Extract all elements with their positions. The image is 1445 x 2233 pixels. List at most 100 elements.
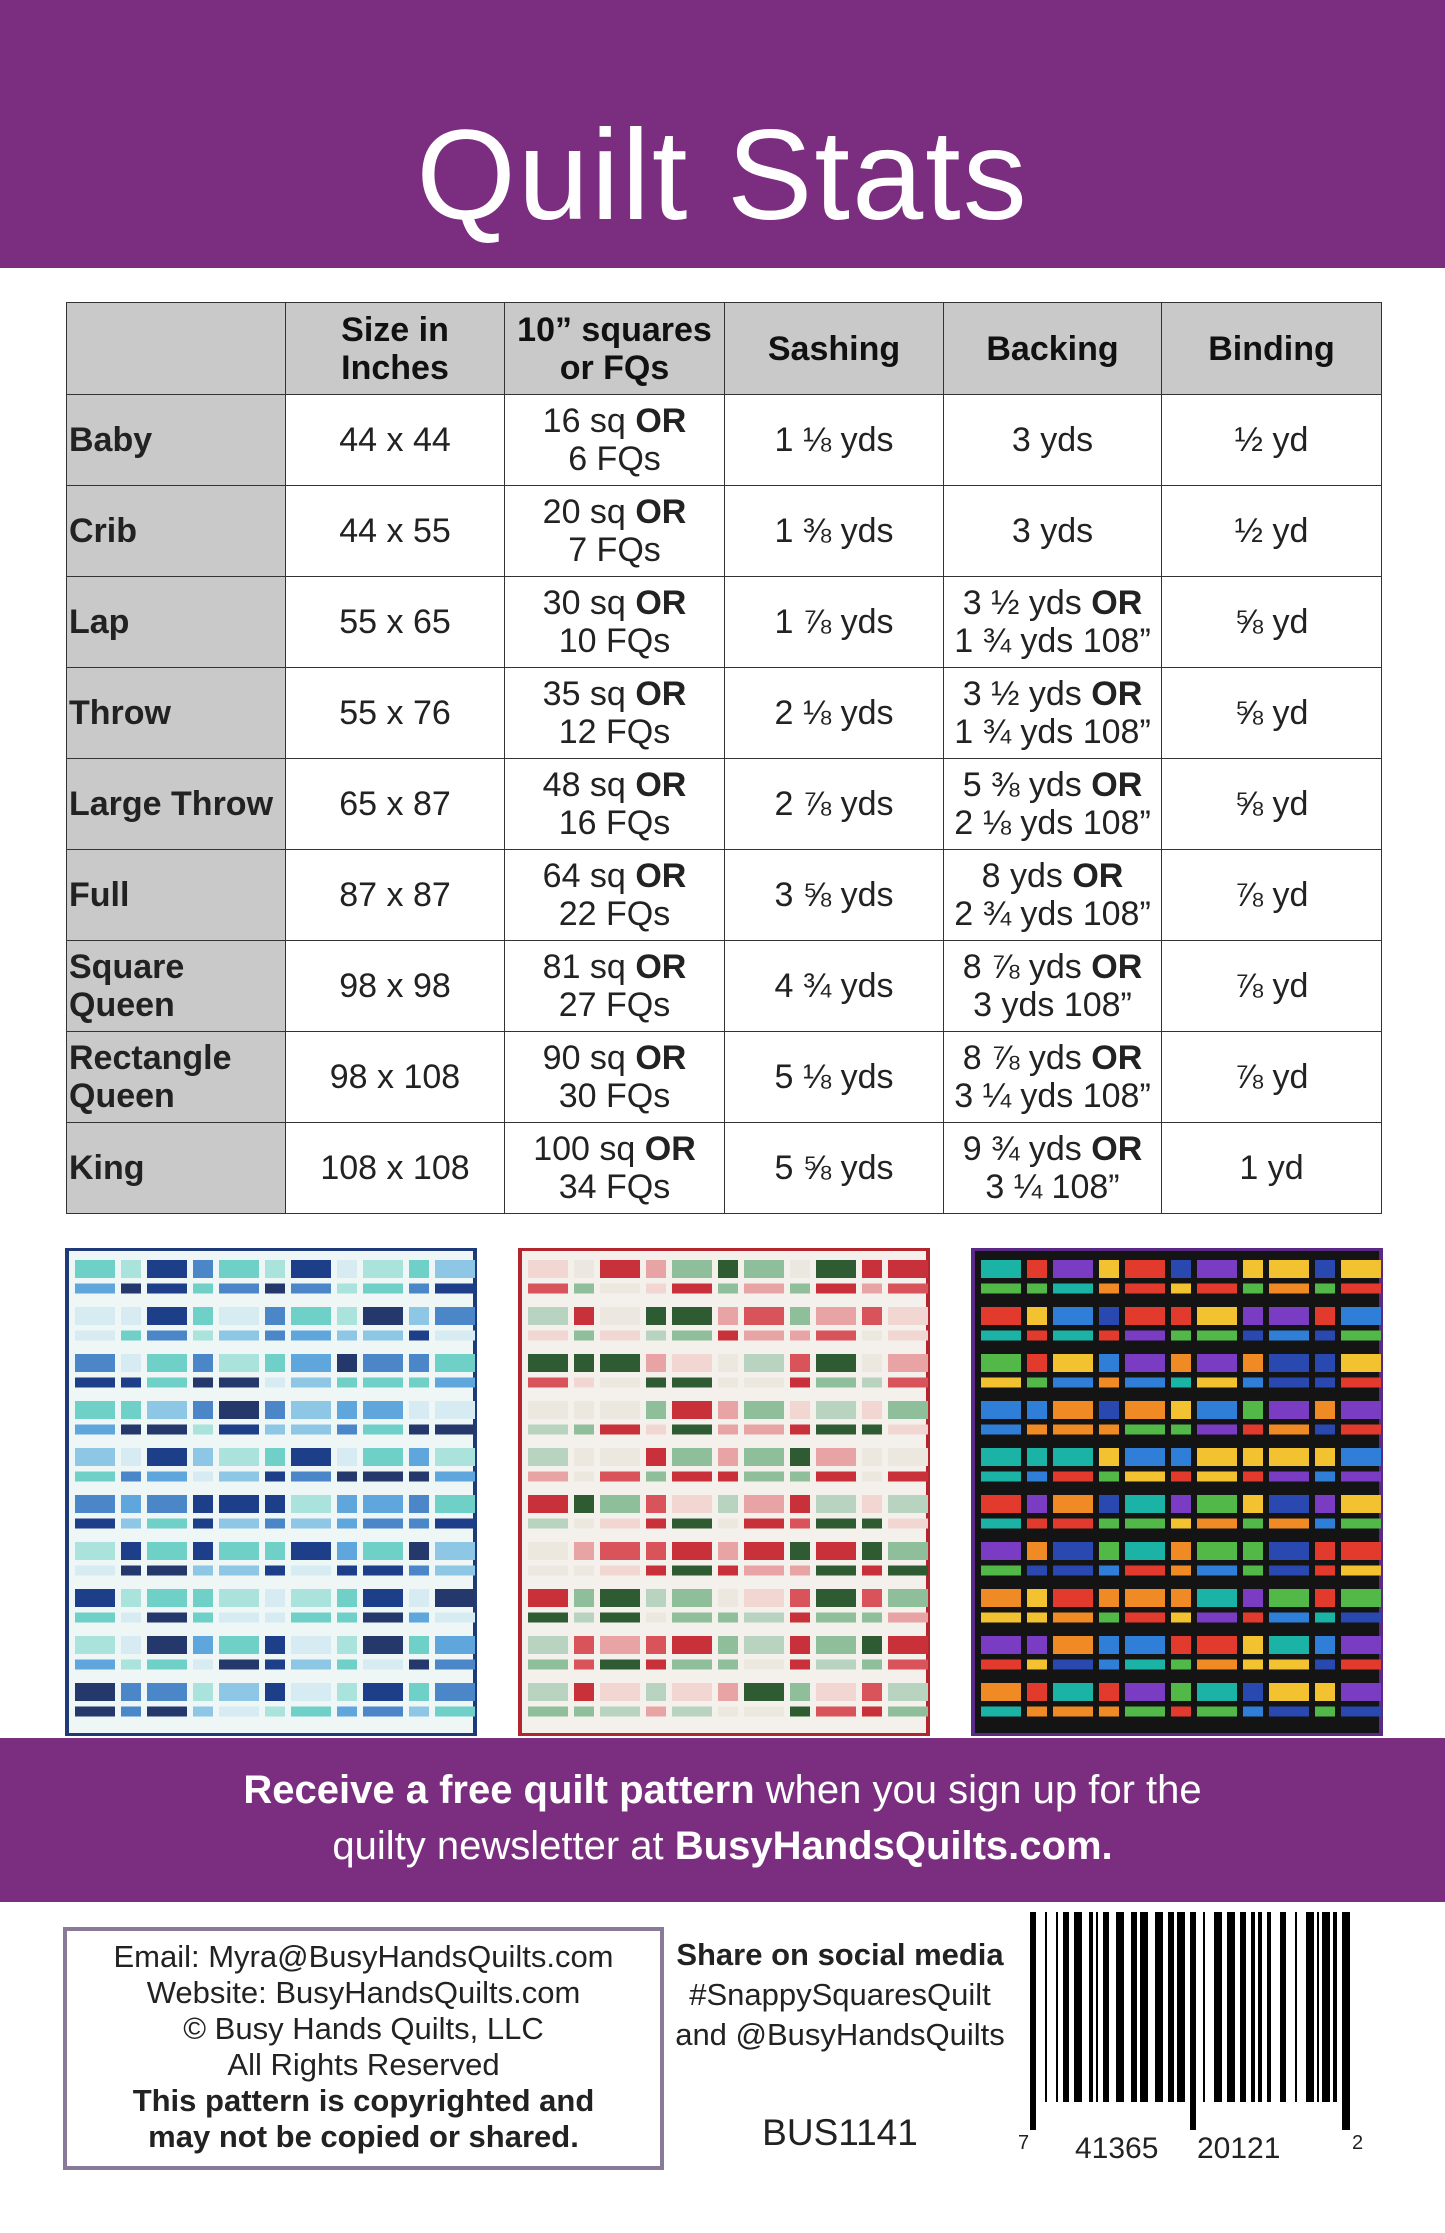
quilt-patch: [1315, 1401, 1335, 1419]
quilt-patch: [147, 1612, 187, 1623]
quilt-patch: [1053, 1448, 1093, 1466]
quilt-patch: [646, 1612, 666, 1623]
cell-text: 2 ¾ yds 108”: [954, 895, 1151, 933]
contact-line: Website: BusyHandsQuilts.com: [146, 1975, 581, 2010]
quilt-patch: [672, 1330, 712, 1341]
quilt-patch: [1099, 1448, 1119, 1466]
quilt-patch: [1197, 1330, 1237, 1341]
quilt-patch: [981, 1706, 1021, 1717]
quilt-patch: [291, 1377, 331, 1388]
quilt-patch: [981, 1401, 1021, 1419]
quilt-patch: [363, 1330, 403, 1341]
quilt-patch: [744, 1307, 784, 1325]
quilt-patch: [219, 1448, 259, 1466]
quilt-patch: [337, 1471, 357, 1482]
quilt-patch: [1125, 1518, 1165, 1529]
quilt-patch: [646, 1659, 666, 1670]
quilt-patch: [790, 1283, 810, 1294]
quilt-patch: [1125, 1401, 1165, 1419]
quilt-patch: [790, 1706, 810, 1717]
quilt-patch: [363, 1354, 403, 1372]
quilt-patch: [265, 1612, 285, 1623]
cell-or: OR: [635, 1039, 687, 1077]
quilt-patch: [1243, 1448, 1263, 1466]
quilt-patch: [337, 1330, 357, 1341]
cell: 8 yds OR 2 ¾ yds 108”: [943, 849, 1162, 941]
barcode-digit: 41365: [1075, 2132, 1159, 2165]
quilt-patch: [193, 1542, 213, 1560]
quilt-patch: [265, 1471, 285, 1482]
cell-or: OR: [1091, 948, 1143, 986]
quilt-patch: [1227, 1912, 1235, 2102]
cell: 90 sq OR 30 FQs: [504, 1031, 725, 1123]
cell: 5 ⅝ yds: [724, 1122, 944, 1214]
quilt-patch: [600, 1612, 640, 1623]
quilt-patch: [528, 1401, 568, 1419]
quilt-patch: [1295, 1912, 1297, 2102]
barcode-digit: 2: [1352, 2132, 1364, 2154]
quilt-patch: [646, 1424, 666, 1435]
quilt-patch: [1315, 1659, 1335, 1670]
quilt-patch: [646, 1354, 666, 1372]
quilt-patch: [718, 1401, 738, 1419]
title: Quilt Stats: [416, 104, 1029, 247]
cell-text: 16 FQs: [558, 804, 671, 842]
quilt-patch: [75, 1706, 115, 1717]
header-row: Size in Inches 10” squares or FQs Sashing B…: [66, 302, 1382, 395]
cell-text: 7 FQs: [568, 531, 661, 569]
quilt-patch: [193, 1260, 213, 1278]
quilt-patch: [1197, 1354, 1237, 1372]
quilt-patch: [147, 1565, 187, 1576]
quilt-patch: [862, 1260, 882, 1278]
quilt-patch: [1243, 1260, 1263, 1278]
quilt-patch: [790, 1518, 810, 1529]
quilt-patch: [75, 1283, 115, 1294]
quilt-patch: [862, 1283, 882, 1294]
quilt-patch: [862, 1683, 882, 1701]
quilt-patch: [1243, 1542, 1263, 1560]
quilt-patch: [790, 1307, 810, 1325]
quilt-patch: [363, 1377, 403, 1388]
row-name: Large Throw: [66, 758, 286, 850]
quilt-patch: [1243, 1589, 1263, 1607]
quilt-patch: [219, 1495, 259, 1513]
quilt-patch: [600, 1495, 640, 1513]
quilt-patch: [193, 1612, 213, 1623]
quilt-patch: [1074, 1912, 1082, 2102]
quilt-patch: [646, 1448, 666, 1466]
quilt-patch: [744, 1401, 784, 1419]
quilt-patch: [646, 1401, 666, 1419]
quilt-patch: [121, 1659, 141, 1670]
quilt-patch: [816, 1636, 856, 1654]
table-row: Crib 44 x 55 20 sq OR 7 FQs 1 ⅜ yds 3 yds ½ yd: [66, 485, 1382, 577]
quilt-patch: [265, 1307, 285, 1325]
quilt-patch: [574, 1565, 594, 1576]
cell-text: 6 FQs: [568, 440, 661, 478]
quilt-patch: [1243, 1283, 1263, 1294]
corner: [66, 302, 286, 395]
quilt-patch: [888, 1683, 928, 1701]
quilt-patch: [1053, 1683, 1093, 1701]
quilt-patch: [409, 1612, 429, 1623]
quilt-patch: [147, 1636, 187, 1654]
quilt-patch: [265, 1377, 285, 1388]
quilt-patch: [363, 1612, 403, 1623]
quilt-patch: [528, 1283, 568, 1294]
quilt-patch: [265, 1659, 285, 1670]
quilt-patch: [1053, 1495, 1093, 1513]
quilt-patch: [1171, 1471, 1191, 1482]
quilt-patch: [1171, 1283, 1191, 1294]
quilt-patch: [121, 1589, 141, 1607]
quilt-patch: [574, 1307, 594, 1325]
quilt-patch: [1269, 1377, 1309, 1388]
quilt-patch: [1053, 1260, 1093, 1278]
copyright-notice: This pattern is copyrighted and may not …: [132, 2083, 595, 2154]
quilt-patch: [790, 1424, 810, 1435]
cell: ⅝ yd: [1161, 576, 1382, 668]
quilt-patch: [888, 1495, 928, 1513]
cell: 2 ⅛ yds: [724, 667, 944, 759]
quilt-patch: [147, 1424, 187, 1435]
table-row: Full 87 x 87 64 sq OR 22 FQs 3 ⅝ yds 8 yds OR…: [66, 849, 1382, 941]
quilt-patch: [1171, 1542, 1191, 1560]
